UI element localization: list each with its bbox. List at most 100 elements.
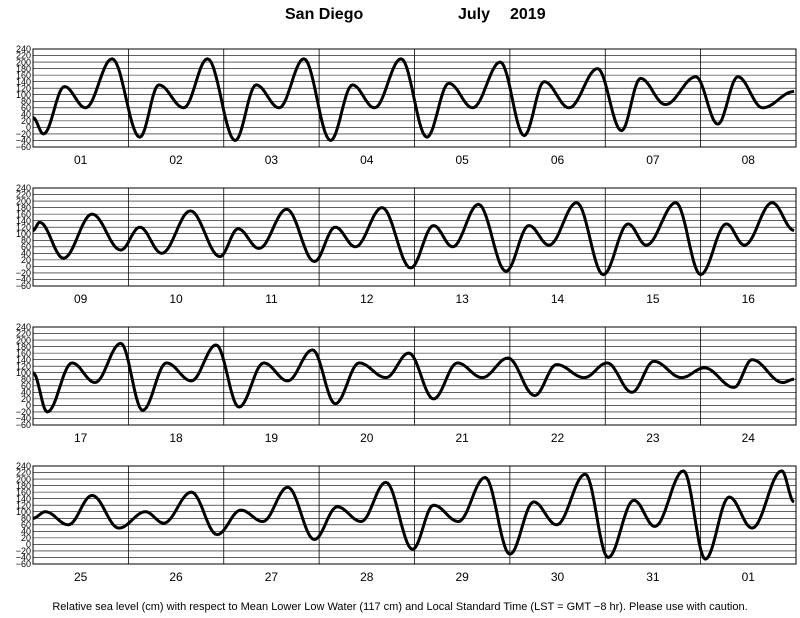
day-label: 14 <box>551 292 565 306</box>
y-tick-label: 20 <box>21 116 31 126</box>
y-tick-label: −60 <box>16 559 31 569</box>
day-label: 26 <box>169 570 183 584</box>
y-tick-label: 80 <box>21 96 31 106</box>
y-tick-label: 240 <box>16 322 31 332</box>
day-label: 16 <box>742 292 756 306</box>
y-tick-label: 40 <box>21 249 31 259</box>
y-tick-label: 60 <box>21 520 31 530</box>
day-label: 05 <box>456 153 470 167</box>
day-label: 06 <box>551 153 565 167</box>
y-tick-label: 160 <box>16 209 31 219</box>
tide-curve <box>32 201 795 277</box>
chart-title: San Diego July 2019 <box>0 6 800 26</box>
y-tick-label: 220 <box>16 190 31 200</box>
tide-curve <box>32 469 795 561</box>
y-tick-label: 140 <box>16 494 31 504</box>
y-tick-label: 20 <box>21 255 31 265</box>
day-label: 12 <box>360 292 374 306</box>
day-label: 13 <box>456 292 470 306</box>
day-label: 25 <box>74 570 88 584</box>
y-tick-label: 220 <box>16 468 31 478</box>
tide-curve <box>32 57 795 142</box>
day-label: 01 <box>74 153 88 167</box>
y-tick-label: −20 <box>16 546 31 556</box>
y-tick-label: 120 <box>16 83 31 93</box>
y-tick-label: 200 <box>16 335 31 345</box>
y-tick-label: −40 <box>16 136 31 146</box>
title-year: 2019 <box>510 6 546 23</box>
y-tick-label: 200 <box>16 196 31 206</box>
y-tick-label: 100 <box>16 368 31 378</box>
day-label: 31 <box>646 570 660 584</box>
day-label: 02 <box>169 153 183 167</box>
y-tick-label: 20 <box>21 394 31 404</box>
y-tick-label: 140 <box>16 355 31 365</box>
day-label: 01 <box>742 570 756 584</box>
y-tick-label: 100 <box>16 90 31 100</box>
y-tick-label: −20 <box>16 268 31 278</box>
y-tick-label: 140 <box>16 216 31 226</box>
y-tick-label: 80 <box>21 513 31 523</box>
y-tick-label: 120 <box>16 500 31 510</box>
y-tick-label: −60 <box>16 142 31 152</box>
day-label: 18 <box>169 431 183 445</box>
day-label: 29 <box>456 570 470 584</box>
y-tick-label: 200 <box>16 474 31 484</box>
day-label: 24 <box>742 431 756 445</box>
day-label: 19 <box>265 431 279 445</box>
y-tick-label: 160 <box>16 487 31 497</box>
footer-note: Relative sea level (cm) with respect to … <box>52 601 748 613</box>
day-label: 27 <box>265 570 279 584</box>
day-label: 17 <box>74 431 88 445</box>
y-tick-label: 120 <box>16 222 31 232</box>
y-tick-label: −20 <box>16 129 31 139</box>
y-tick-label: 40 <box>21 388 31 398</box>
y-tick-label: 80 <box>21 374 31 384</box>
y-tick-label: 220 <box>16 329 31 339</box>
y-tick-label: −40 <box>16 414 31 424</box>
day-label: 28 <box>360 570 374 584</box>
y-tick-label: 100 <box>16 229 31 239</box>
y-tick-label: 0 <box>26 540 31 550</box>
day-label: 03 <box>265 153 279 167</box>
y-tick-label: 80 <box>21 235 31 245</box>
y-tick-label: 20 <box>21 533 31 543</box>
title-location: San Diego <box>285 6 364 23</box>
y-tick-label: 200 <box>16 57 31 67</box>
y-tick-label: −40 <box>16 553 31 563</box>
y-tick-label: 160 <box>16 348 31 358</box>
y-tick-label: 140 <box>16 77 31 87</box>
y-tick-label: 180 <box>16 342 31 352</box>
day-label: 08 <box>742 153 756 167</box>
y-tick-label: 120 <box>16 361 31 371</box>
y-tick-label: 100 <box>16 507 31 517</box>
y-tick-label: 180 <box>16 64 31 74</box>
y-tick-label: 0 <box>26 262 31 272</box>
day-label: 21 <box>456 431 470 445</box>
y-tick-label: 240 <box>16 183 31 193</box>
day-label: 11 <box>265 292 278 306</box>
y-tick-label: 0 <box>26 401 31 411</box>
day-label: 07 <box>646 153 660 167</box>
tide-curve <box>32 341 795 414</box>
day-label: 22 <box>551 431 565 445</box>
day-label: 20 <box>360 431 374 445</box>
y-tick-label: −20 <box>16 407 31 417</box>
y-tick-label: −60 <box>16 281 31 291</box>
y-tick-label: 220 <box>16 51 31 61</box>
y-tick-label: 180 <box>16 203 31 213</box>
day-label: 04 <box>360 153 374 167</box>
y-tick-label: 60 <box>21 242 31 252</box>
y-tick-label: 240 <box>16 461 31 471</box>
y-tick-label: 40 <box>21 527 31 537</box>
day-label: 30 <box>551 570 565 584</box>
day-label: 10 <box>169 292 183 306</box>
y-tick-label: 60 <box>21 103 31 113</box>
y-tick-label: 60 <box>21 381 31 391</box>
y-tick-label: −40 <box>16 275 31 285</box>
y-tick-label: 40 <box>21 110 31 120</box>
y-tick-label: 160 <box>16 70 31 80</box>
y-tick-label: 240 <box>16 44 31 54</box>
day-label: 23 <box>646 431 660 445</box>
